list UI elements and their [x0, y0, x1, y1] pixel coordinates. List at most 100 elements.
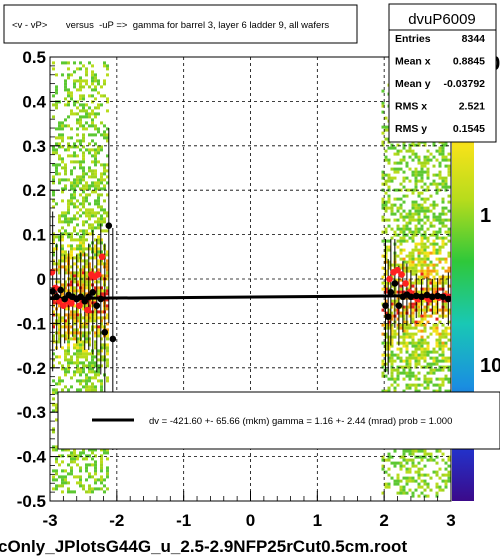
- density-cell: [82, 343, 85, 347]
- density-cell: [438, 485, 442, 489]
- density-cell: [384, 116, 388, 120]
- density-cell: [106, 97, 109, 101]
- density-cell: [100, 277, 103, 281]
- density-cell: [420, 266, 424, 270]
- density-cell: [58, 142, 61, 146]
- density-cell: [441, 224, 445, 228]
- density-cell: [435, 191, 439, 195]
- density-cell: [411, 290, 415, 294]
- density-cell: [97, 349, 100, 353]
- density-cell: [402, 458, 406, 462]
- density-cell: [387, 485, 391, 489]
- density-cell: [444, 341, 448, 345]
- density-cell: [88, 388, 91, 392]
- density-cell: [88, 265, 91, 269]
- density-cell: [79, 175, 82, 179]
- density-cell: [64, 61, 67, 65]
- density-cell: [444, 482, 448, 486]
- density-cell: [79, 361, 82, 365]
- density-cell: [70, 460, 73, 464]
- density-cell: [393, 218, 397, 222]
- density-cell: [399, 197, 403, 201]
- density-cell: [103, 208, 106, 212]
- density-cell: [88, 367, 91, 371]
- density-cell: [52, 391, 55, 395]
- density-cell: [79, 115, 82, 119]
- density-cell: [417, 191, 421, 195]
- density-cell: [414, 356, 418, 360]
- density-cell: [417, 320, 421, 324]
- density-cell: [417, 311, 421, 315]
- density-cell: [405, 482, 409, 486]
- density-cell: [429, 224, 433, 228]
- density-cell: [414, 209, 418, 213]
- density-cell: [414, 470, 418, 474]
- density-cell: [79, 214, 82, 218]
- density-cell: [76, 160, 79, 164]
- density-cell: [411, 356, 415, 360]
- density-cell: [402, 155, 406, 159]
- density-cell: [402, 305, 406, 309]
- density-cell: [94, 370, 97, 374]
- density-cell: [426, 236, 430, 240]
- density-cell: [408, 251, 412, 255]
- density-cell: [390, 284, 394, 288]
- density-cell: [384, 179, 388, 183]
- density-cell: [64, 475, 67, 479]
- black-point: [428, 293, 436, 301]
- density-cell: [55, 166, 58, 170]
- density-cell: [82, 316, 85, 320]
- density-cell: [64, 325, 67, 329]
- density-cell: [73, 460, 76, 464]
- density-cell: [438, 275, 442, 279]
- density-cell: [100, 178, 103, 182]
- density-cell: [447, 368, 451, 372]
- density-cell: [414, 332, 418, 336]
- density-cell: [94, 151, 97, 155]
- density-cell: [64, 370, 67, 374]
- density-cell: [420, 491, 424, 495]
- density-cell: [423, 359, 427, 363]
- density-cell: [91, 112, 94, 116]
- density-cell: [411, 260, 415, 264]
- density-cell: [423, 473, 427, 477]
- density-cell: [61, 73, 64, 77]
- density-cell: [441, 458, 445, 462]
- density-cell: [435, 317, 439, 321]
- density-cell: [384, 482, 388, 486]
- density-cell: [438, 278, 442, 282]
- density-cell: [414, 200, 418, 204]
- density-cell: [423, 374, 427, 378]
- density-cell: [438, 227, 442, 231]
- density-cell: [76, 481, 79, 485]
- density-cell: [402, 146, 406, 150]
- density-cell: [387, 266, 391, 270]
- density-cell: [58, 328, 61, 332]
- density-cell: [429, 299, 433, 303]
- density-cell: [444, 179, 448, 183]
- density-cell: [85, 247, 88, 251]
- density-cell: [414, 155, 418, 159]
- density-cell: [103, 82, 106, 86]
- density-cell: [94, 307, 97, 311]
- density-cell: [414, 359, 418, 363]
- density-cell: [447, 356, 451, 360]
- density-cell: [435, 248, 439, 252]
- density-cell: [76, 265, 79, 269]
- density-cell: [64, 331, 67, 335]
- density-cell: [447, 389, 451, 393]
- density-cell: [411, 302, 415, 306]
- density-cell: [447, 338, 451, 342]
- density-cell: [91, 184, 94, 188]
- density-cell: [55, 472, 58, 476]
- density-cell: [82, 364, 85, 368]
- density-cell: [420, 272, 424, 276]
- density-cell: [381, 239, 385, 243]
- density-cell: [438, 287, 442, 291]
- density-cell: [420, 236, 424, 240]
- density-cell: [55, 235, 58, 239]
- density-cell: [447, 470, 451, 474]
- density-cell: [417, 305, 421, 309]
- density-cell: [414, 167, 418, 171]
- density-cell: [426, 458, 430, 462]
